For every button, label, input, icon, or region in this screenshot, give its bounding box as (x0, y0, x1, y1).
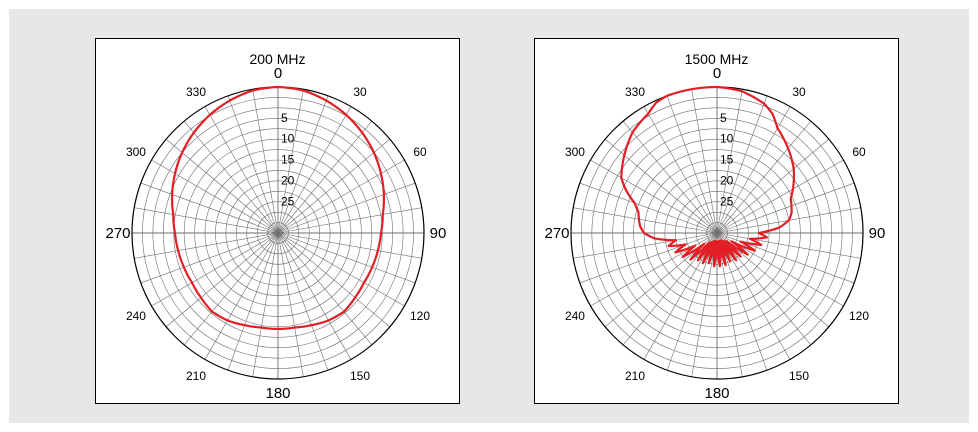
polar-grid (131, 86, 425, 380)
radiation-pattern-line (620, 85, 796, 268)
grid-ring (142, 97, 414, 369)
angle-tick-label: 90 (430, 225, 447, 242)
radial-tick-label: 5 (281, 111, 288, 125)
grid-ring (267, 222, 289, 244)
grid-ring (581, 97, 853, 369)
angle-tick-label: 30 (353, 85, 367, 99)
radial-tick-label: 10 (281, 132, 295, 146)
angle-tick-label: 0 (274, 65, 282, 82)
radial-tick-label: 5 (720, 111, 727, 125)
radial-tick-label: 15 (281, 153, 295, 167)
chart-title: 1500 MHz (684, 51, 749, 67)
angle-tick-label: 330 (186, 85, 206, 99)
grid-ring (204, 159, 352, 307)
polar-grid (570, 86, 864, 380)
angle-tick-label: 300 (126, 145, 146, 159)
angle-tick-label: 270 (105, 225, 130, 242)
grid-ring (246, 201, 310, 265)
radial-tick-label: 10 (720, 132, 734, 146)
radial-tick-label: 15 (720, 153, 734, 167)
polar-plot-svg: 5 10 15 20 25 0 30 60 90 120 150 180 210 240 270 300 330 (105, 65, 447, 402)
angle-tick-label: 120 (849, 309, 869, 323)
angle-tick-label: 270 (544, 225, 569, 242)
polar-chart-200mhz: 200 MHz 5 10 15 20 25 0 30 60 90 120 150 180 210 240 2… (95, 38, 460, 404)
angle-tick-label: 120 (410, 309, 430, 323)
angle-tick-label: 0 (713, 65, 721, 82)
grid-ring (633, 149, 801, 317)
chart-title: 200 MHz (249, 51, 306, 67)
angle-tick-label: 180 (265, 385, 290, 402)
angle-tick-label: 30 (792, 85, 806, 99)
grid-ring (235, 190, 321, 276)
grid-ring (622, 138, 812, 328)
grid-ring (152, 107, 404, 359)
grid-ring (183, 138, 373, 328)
angle-tick-label: 210 (625, 369, 645, 383)
polar-chart-1500mhz: 1500 MHz 5 10 15 20 25 0 30 60 90 120 150 180 210 240… (534, 38, 899, 404)
grid-ring (601, 117, 833, 349)
angle-tick-label: 60 (852, 145, 866, 159)
grid-ring (612, 128, 822, 338)
grid-ring (173, 128, 383, 338)
angle-tick-label: 150 (789, 369, 809, 383)
grid-ring (654, 170, 780, 296)
angle-tick-label: 180 (704, 385, 729, 402)
angle-tick-label: 240 (126, 309, 146, 323)
grid-ring (591, 107, 843, 359)
polar-plot-svg: 5 10 15 20 25 0 30 60 90 120 150 180 210 240 270 300 330 (544, 65, 886, 402)
grid-ring (225, 180, 331, 286)
radial-tick-label: 20 (720, 173, 734, 187)
grid-ring (194, 149, 362, 317)
grid-ring (685, 201, 749, 265)
grid-ring (256, 211, 300, 255)
grid-ring (162, 117, 394, 349)
angle-tick-label: 210 (186, 369, 206, 383)
radial-tick-label: 25 (281, 194, 295, 208)
angle-tick-label: 330 (625, 85, 645, 99)
angle-tick-label: 240 (565, 309, 585, 323)
figure-background: 200 MHz 5 10 15 20 25 0 30 60 90 120 150 180 210 240 2… (9, 9, 969, 423)
radial-tick-label: 20 (281, 173, 295, 187)
angle-tick-label: 150 (350, 369, 370, 383)
radiation-pattern-line (170, 85, 386, 331)
grid-ring (664, 180, 770, 286)
grid-ring (215, 170, 341, 296)
angle-tick-label: 300 (565, 145, 585, 159)
angle-tick-label: 90 (869, 225, 886, 242)
angle-tick-label: 60 (413, 145, 427, 159)
radial-tick-label: 25 (720, 194, 734, 208)
